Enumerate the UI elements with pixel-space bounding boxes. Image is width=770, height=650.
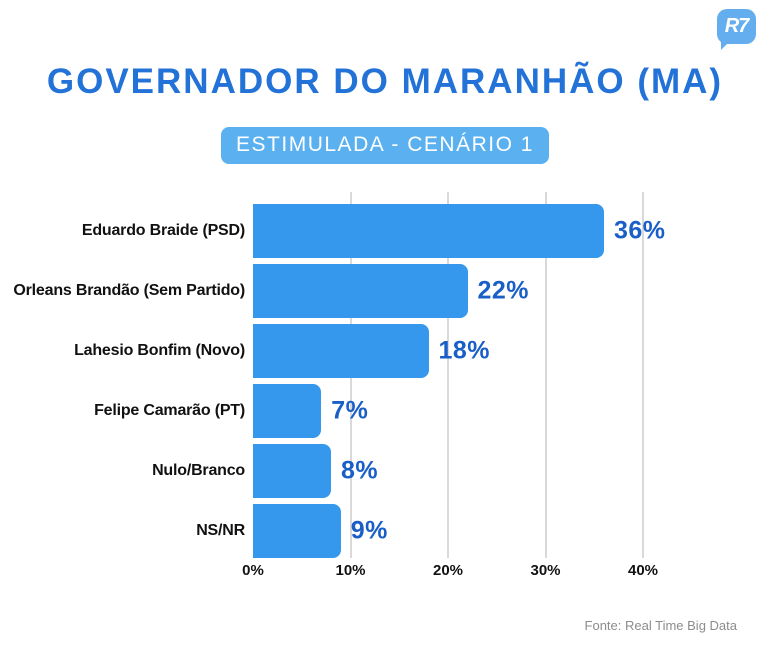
gridline [544, 192, 547, 558]
value-label: 22% [477, 276, 530, 305]
bar-row: NS/NR 9% [0, 504, 770, 558]
bar-track: 9% [253, 504, 770, 558]
bar [253, 444, 331, 498]
category-label: Eduardo Braide (PSD) [81, 222, 245, 239]
gridline [642, 192, 644, 558]
bar-track: 8% [253, 444, 770, 498]
page-title: GOVERNADOR DO MARANHÃO (MA) [46, 62, 724, 101]
bar [253, 264, 468, 318]
bar-chart: Eduardo Braide (PSD) 36% Orleans Brandão (… [0, 192, 770, 558]
r7-logo-text: R7 [724, 15, 750, 37]
bar-row: Nulo/Branco 8% [0, 444, 770, 498]
bar-track: 22% [253, 264, 770, 318]
gridline [447, 192, 449, 558]
subtitle-badge-wrap: ESTIMULADA - CENÁRIO 1 [0, 127, 770, 164]
bar-row: Felipe Camarão (PT) 7% [0, 384, 770, 438]
category-label: Orleans Brandão (Sem Partido) [13, 282, 245, 299]
x-tick-label: 40% [627, 562, 659, 579]
bar [253, 504, 341, 558]
category-label: NS/NR [196, 522, 245, 539]
x-tick-label: 0% [242, 562, 264, 579]
bar-track: 18% [253, 324, 770, 378]
value-label: 7% [331, 396, 369, 425]
bar [253, 204, 604, 258]
bar-track: 36% [253, 204, 770, 258]
bar [253, 324, 429, 378]
value-label: 18% [438, 336, 491, 365]
x-axis: 0% 10% 20% 30% 40% [0, 562, 770, 584]
x-tick-label: 10% [335, 562, 366, 579]
bar-row: Orleans Brandão (Sem Partido) 22% [0, 264, 770, 318]
value-label: 8% [341, 456, 379, 485]
bar [253, 384, 322, 438]
bar-row: Eduardo Braide (PSD) 36% [0, 204, 770, 258]
category-label: Lahesio Bonfim (Novo) [74, 342, 245, 359]
bar-track: 7% [253, 384, 770, 438]
x-tick-label: 30% [530, 562, 561, 579]
source-note: Fonte: Real Time Big Data [584, 618, 737, 633]
category-label: Felipe Camarão (PT) [94, 402, 245, 419]
x-tick-label: 20% [432, 562, 464, 579]
value-label: 9% [350, 516, 388, 545]
value-label: 36% [614, 216, 666, 245]
category-label: Nulo/Branco [152, 462, 245, 479]
subtitle-badge: ESTIMULADA - CENÁRIO 1 [221, 127, 549, 164]
r7-logo: R7 [717, 9, 756, 44]
bar-row: Lahesio Bonfim (Novo) 18% [0, 324, 770, 378]
bar-rows: Eduardo Braide (PSD) 36% Orleans Brandão (… [0, 192, 770, 558]
